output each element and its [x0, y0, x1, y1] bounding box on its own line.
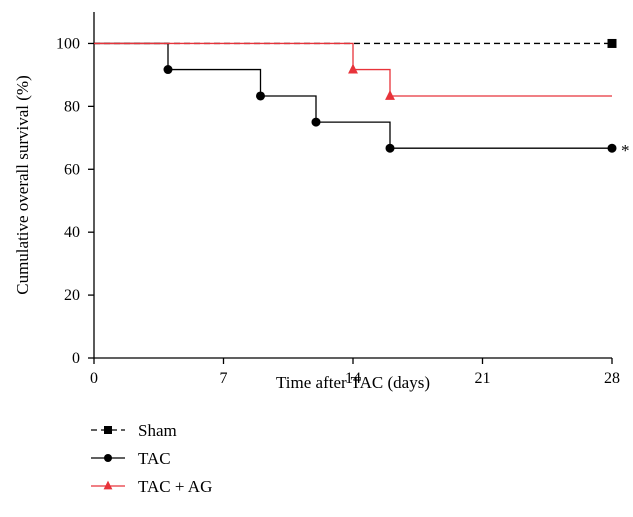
- x-axis-title: Time after TAC (days): [276, 373, 430, 392]
- legend-marker: [104, 454, 112, 462]
- x-tick-label: 0: [90, 370, 98, 387]
- x-tick-label: 28: [604, 370, 620, 387]
- series-line-tac: [94, 42, 612, 149]
- y-tick-label: 20: [64, 287, 80, 304]
- legend-item-tac: TAC: [91, 449, 171, 468]
- ticks: 0 20 40 60 80 100 0 7 14 21 28: [56, 35, 620, 387]
- data-point-tac-ag: [385, 90, 395, 100]
- data-point-tac: [607, 143, 617, 153]
- legend-marker: [103, 480, 113, 490]
- y-tick-label: 60: [64, 161, 80, 178]
- x-tick-label: 7: [220, 370, 228, 387]
- annotations: *: [621, 141, 630, 160]
- y-axis-title: Cumulative overall survival (%): [13, 75, 32, 295]
- legend-label: TAC + AG: [138, 477, 212, 496]
- y-tick-label: 0: [72, 350, 80, 367]
- data-point-tac-ag: [348, 63, 358, 74]
- legend-item-tac-ag: TAC + AG: [91, 477, 212, 496]
- y-tick-label: 80: [64, 98, 80, 115]
- legend-item-sham: Sham: [91, 421, 177, 440]
- data-point-tac: [311, 117, 321, 127]
- legend-marker: [104, 426, 112, 434]
- x-tick-label: 21: [475, 370, 491, 387]
- data-point-tac: [385, 143, 395, 153]
- legend-label: TAC: [138, 449, 171, 468]
- significance-annotation: *: [621, 141, 630, 160]
- data-point-tac: [256, 91, 265, 101]
- series-lines: [94, 42, 612, 149]
- data-point-sham: [607, 38, 617, 48]
- y-tick-label: 100: [56, 35, 80, 52]
- legend: Sham TAC TAC + AG: [91, 421, 212, 496]
- series-line-tac-ag: [94, 42, 612, 97]
- series-markers: [163, 38, 617, 153]
- legend-label: Sham: [138, 421, 177, 440]
- x-tick-label: 14: [345, 370, 361, 387]
- data-point-tac: [163, 65, 173, 75]
- y-tick-label: 40: [64, 224, 80, 241]
